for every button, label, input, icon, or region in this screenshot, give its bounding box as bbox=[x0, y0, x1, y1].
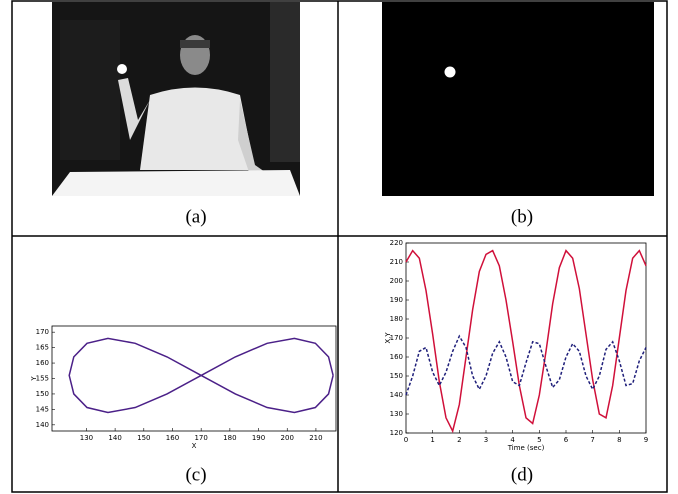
x-tick-label: 0 bbox=[404, 436, 408, 444]
y-tick-label: 200 bbox=[390, 277, 403, 285]
x-axis-label: X bbox=[192, 442, 197, 450]
x-tick-label: 2 bbox=[457, 436, 461, 444]
x-tick-label: 7 bbox=[590, 436, 594, 444]
x-tick-label: 5 bbox=[537, 436, 541, 444]
y-tick-label: 140 bbox=[36, 421, 49, 429]
y-tick-label: 140 bbox=[390, 391, 403, 399]
y-axis-label: X,Y bbox=[384, 332, 392, 344]
y-axis-label: Y bbox=[30, 376, 38, 382]
y-tick-label: 180 bbox=[390, 315, 403, 323]
y-tick-label: 130 bbox=[390, 410, 403, 418]
y-tick-label: 160 bbox=[390, 353, 403, 361]
x-tick-label: 190 bbox=[252, 434, 265, 442]
x-tick-label: 160 bbox=[166, 434, 179, 442]
x-tick-label: 170 bbox=[194, 434, 207, 442]
y-tick-label: 165 bbox=[36, 344, 49, 352]
y-tick-label: 150 bbox=[36, 390, 49, 398]
x-tick-label: 210 bbox=[309, 434, 322, 442]
y-tick-label: 160 bbox=[36, 359, 49, 367]
photo bbox=[52, 2, 300, 196]
x-tick-label: 3 bbox=[484, 436, 488, 444]
x-tick-label: 200 bbox=[281, 434, 294, 442]
y-tick-label: 190 bbox=[390, 296, 403, 304]
x-tick-label: 140 bbox=[108, 434, 121, 442]
x-tick-label: 150 bbox=[137, 434, 150, 442]
figure: (a) (b) (c) (d) 130140150160170180190200… bbox=[0, 0, 678, 494]
y-tick-label: 170 bbox=[36, 328, 49, 336]
y-tick-label: 220 bbox=[390, 239, 403, 247]
x-tick-label: 1 bbox=[430, 436, 434, 444]
y-tick-label: 145 bbox=[36, 405, 49, 413]
caption: (b) bbox=[511, 206, 533, 227]
x-tick-label: 4 bbox=[510, 436, 515, 444]
mask-image bbox=[382, 2, 654, 196]
y-tick-label: 150 bbox=[390, 372, 403, 380]
plot-area bbox=[406, 243, 646, 433]
x-tick-label: 130 bbox=[80, 434, 93, 442]
caption: (d) bbox=[511, 464, 533, 485]
x-tick-label: 8 bbox=[617, 436, 621, 444]
y-tick-label: 120 bbox=[390, 429, 403, 437]
y-tick-label: 210 bbox=[390, 258, 403, 266]
x-tick-label: 180 bbox=[223, 434, 236, 442]
x-tick-label: 6 bbox=[564, 436, 569, 444]
caption: (c) bbox=[185, 464, 206, 485]
caption: (a) bbox=[185, 206, 206, 227]
x-axis-label: Time (sec) bbox=[507, 444, 545, 452]
x-tick-label: 9 bbox=[644, 436, 648, 444]
